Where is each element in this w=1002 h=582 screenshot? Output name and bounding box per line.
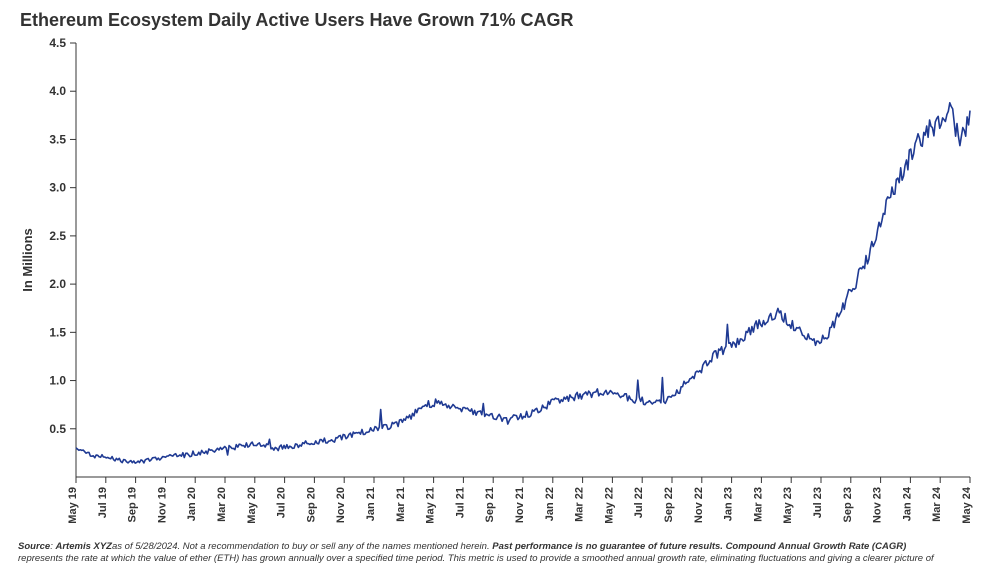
svg-text:Mar 20: Mar 20 [216, 487, 228, 522]
svg-text:Sep 23: Sep 23 [842, 487, 854, 522]
svg-text:Mar 21: Mar 21 [395, 487, 407, 522]
page: Ethereum Ecosystem Daily Active Users Ha… [0, 0, 1002, 582]
svg-text:3.0: 3.0 [49, 181, 66, 195]
svg-text:Jan 20: Jan 20 [186, 487, 198, 521]
svg-text:3.5: 3.5 [49, 132, 66, 146]
footnote-disclaimer1: Not a recommendation to buy or sell any … [183, 541, 490, 552]
svg-text:Sep 20: Sep 20 [305, 487, 317, 522]
svg-text:Nov 21: Nov 21 [514, 487, 526, 523]
svg-text:1.0: 1.0 [49, 374, 66, 388]
svg-text:2.0: 2.0 [49, 277, 66, 291]
footnote-date: as of 5/28/2024. [112, 541, 180, 552]
svg-text:4.5: 4.5 [49, 36, 66, 50]
footnote: Source: Artemis XYZas of 5/28/2024. Not … [18, 541, 984, 565]
chart-title: Ethereum Ecosystem Daily Active Users Ha… [20, 10, 984, 31]
svg-text:Jan 24: Jan 24 [901, 486, 913, 521]
svg-text:Mar 24: Mar 24 [931, 486, 943, 522]
svg-text:May 19: May 19 [67, 487, 79, 524]
svg-text:Nov 19: Nov 19 [156, 487, 168, 523]
svg-text:May 20: May 20 [246, 487, 258, 524]
svg-text:Jan 22: Jan 22 [544, 487, 556, 521]
svg-text:May 23: May 23 [782, 487, 794, 524]
svg-text:May 21: May 21 [425, 487, 437, 524]
svg-text:In Millions: In Millions [20, 228, 35, 292]
svg-text:May 22: May 22 [603, 487, 615, 524]
footnote-bold2: Past performance is no guarantee of futu… [492, 541, 906, 552]
svg-text:0.5: 0.5 [49, 422, 66, 436]
footnote-source-label: Source [18, 541, 50, 552]
svg-text:Jul 21: Jul 21 [454, 487, 466, 518]
svg-text:Nov 22: Nov 22 [693, 487, 705, 523]
svg-text:Jul 22: Jul 22 [633, 487, 645, 518]
svg-text:Mar 22: Mar 22 [574, 487, 586, 522]
svg-text:Sep 21: Sep 21 [484, 487, 496, 522]
svg-text:Jul 19: Jul 19 [97, 487, 109, 518]
svg-text:Jul 20: Jul 20 [276, 487, 288, 518]
svg-text:Sep 22: Sep 22 [663, 487, 675, 522]
svg-text:2.5: 2.5 [49, 229, 66, 243]
line-chart: 0.5 1.0 1.5 2.0 2.5 3.0 3.5 4.0 4.5 In Millions Ma… [18, 35, 984, 535]
svg-text:Nov 20: Nov 20 [335, 487, 347, 523]
svg-text:Jan 23: Jan 23 [723, 487, 735, 521]
svg-text:Jan 21: Jan 21 [365, 487, 377, 521]
svg-text:Nov 23: Nov 23 [872, 487, 884, 523]
footnote-source-name: Artemis XYZ [56, 541, 113, 552]
svg-text:Mar 23: Mar 23 [752, 487, 764, 522]
svg-text:4.0: 4.0 [49, 84, 66, 98]
svg-text:1.5: 1.5 [49, 325, 66, 339]
chart-container: 0.5 1.0 1.5 2.0 2.5 3.0 3.5 4.0 4.5 In Millions Ma… [18, 35, 984, 535]
footnote-line2: represents the rate at which the value o… [18, 553, 934, 564]
svg-text:Sep 19: Sep 19 [127, 487, 139, 522]
svg-text:May 24: May 24 [961, 486, 973, 524]
svg-text:Jul 23: Jul 23 [812, 487, 824, 518]
